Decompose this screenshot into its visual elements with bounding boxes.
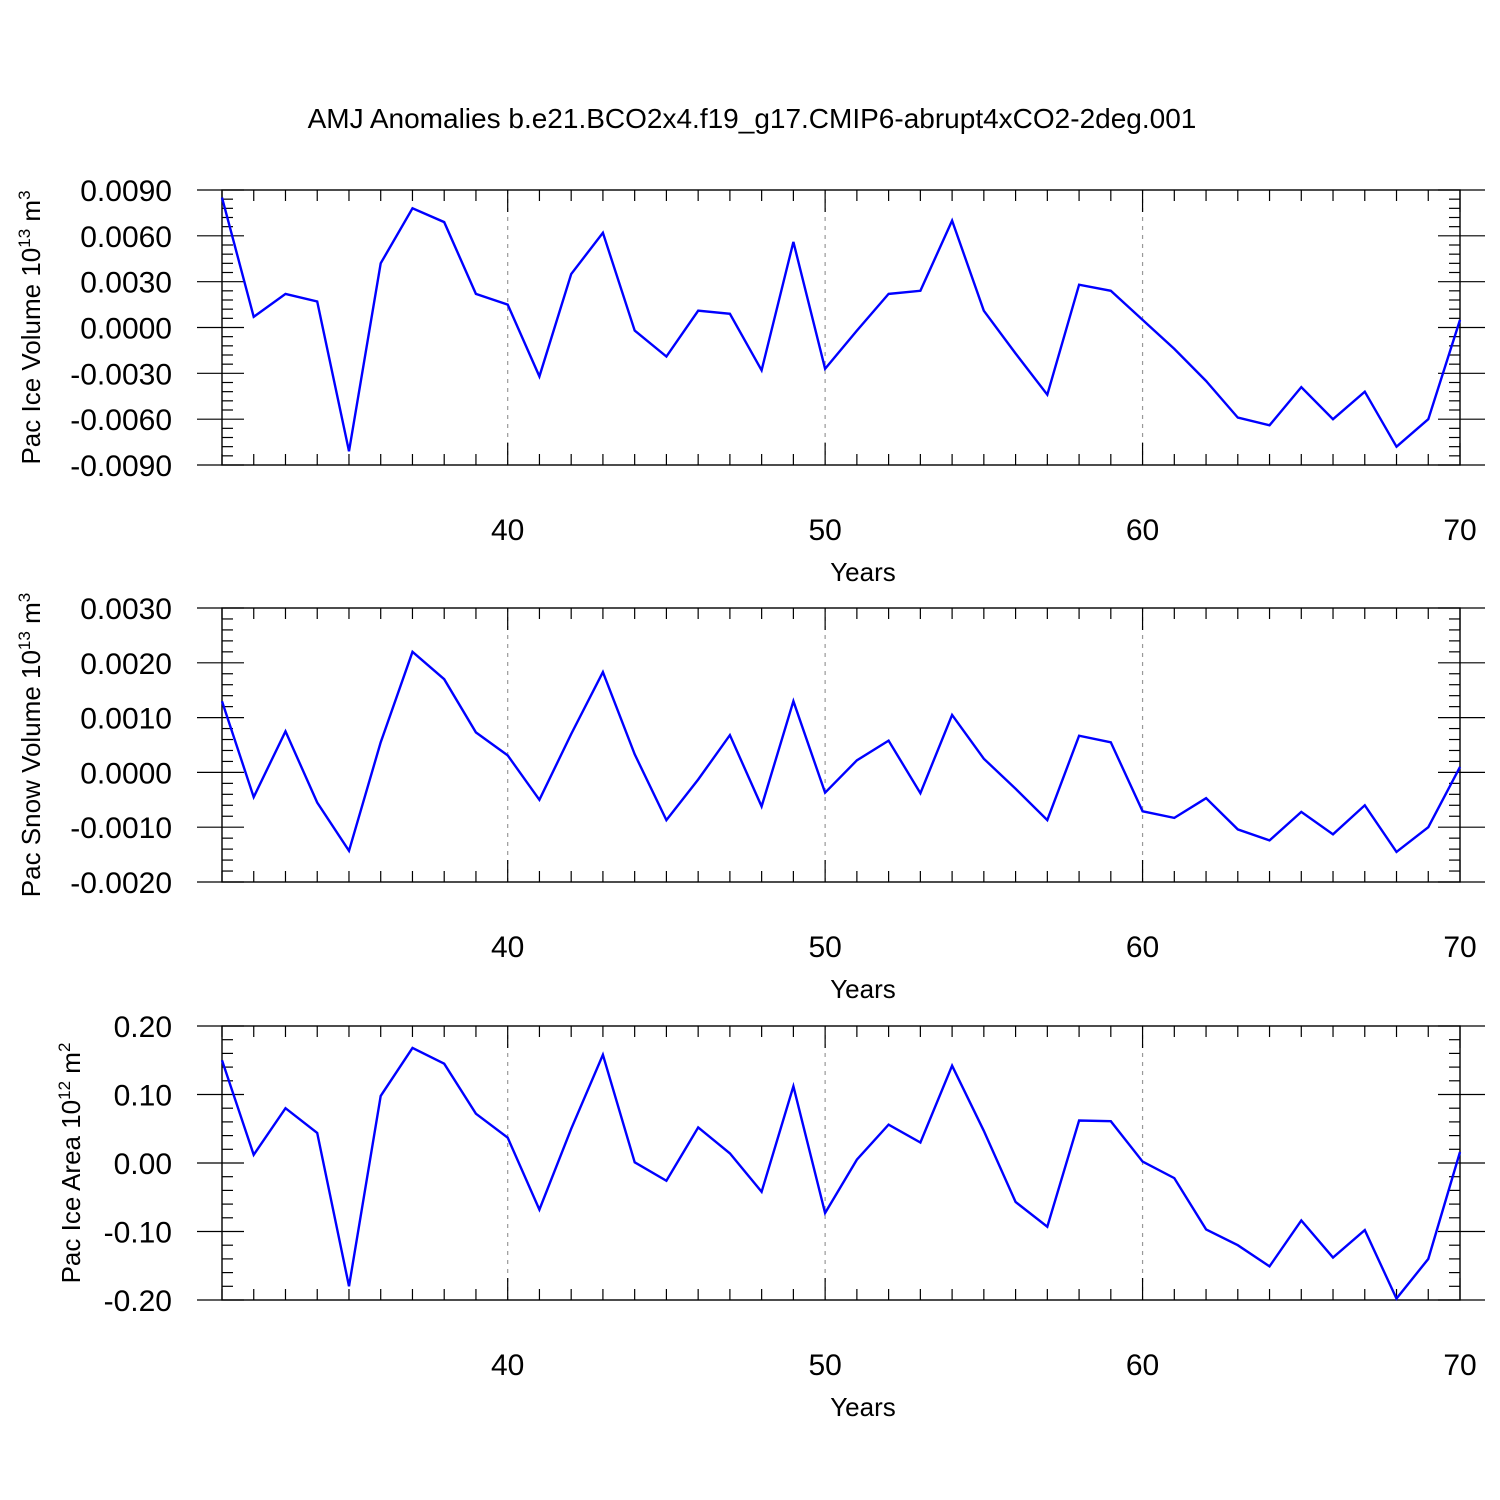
y-tick-label: 0.0060 <box>80 221 172 254</box>
x-tick-label: 70 <box>1443 1349 1476 1382</box>
x-tick-label: 40 <box>491 1349 524 1382</box>
y-tick-label: 0.0030 <box>80 593 172 626</box>
y-tick-label: -0.0060 <box>70 404 172 437</box>
y-tick-label: 0.0000 <box>80 313 172 346</box>
y-tick-label: -0.0020 <box>70 867 172 900</box>
panels: -0.0090-0.0060-0.00300.00000.00300.00600… <box>15 175 1485 1422</box>
x-tick-label: 50 <box>808 1349 841 1382</box>
x-tick-label: 50 <box>808 514 841 547</box>
y-tick-label: 0.0010 <box>80 703 172 736</box>
y-tick-label: -0.20 <box>104 1285 172 1318</box>
series-line <box>220 649 1462 854</box>
x-tick-label: 70 <box>1443 931 1476 964</box>
y-tick-label: 0.10 <box>114 1080 172 1113</box>
y-tick-label: -0.0090 <box>70 450 172 483</box>
plot-frame <box>221 1025 1461 1301</box>
chart-title: AMJ Anomalies b.e21.BCO2x4.f19_g17.CMIP6… <box>308 103 1197 134</box>
y-tick-label: -0.0010 <box>70 812 172 845</box>
series-line <box>220 197 1462 452</box>
x-tick-label: 40 <box>491 931 524 964</box>
series-line <box>220 1046 1462 1301</box>
x-axis-title: Years <box>830 557 896 587</box>
x-tick-label: 40 <box>491 514 524 547</box>
x-axis-title: Years <box>830 974 896 1004</box>
panel-2: -0.0020 -0.0010 0.0000 0.0010 0.0020 0.0030 40… <box>15 593 1485 1004</box>
y-tick-label: 0.0000 <box>80 757 172 790</box>
y-axis-title: Pac Ice Volume 1013 m3 <box>15 190 46 464</box>
y-tick-label: 0.0030 <box>80 267 172 300</box>
y-tick-label: 0.0020 <box>80 648 172 681</box>
y-tick-label: 0.20 <box>114 1011 172 1044</box>
y-tick-label: -0.0030 <box>70 358 172 391</box>
x-tick-label: 70 <box>1443 514 1476 547</box>
y-axis-title: Pac Snow Volume 1013 m3 <box>15 593 46 897</box>
x-axis-title: Years <box>830 1392 896 1422</box>
x-tick-label: 60 <box>1126 1349 1159 1382</box>
y-axis-title: Pac Ice Area 1012 m2 <box>55 1043 86 1284</box>
y-tick-label: 0.0090 <box>80 175 172 208</box>
panel-1: -0.0090 -0.0060 -0.0030 0.0000 0.0030 0.0060 0… <box>15 175 1485 587</box>
x-tick-label: 60 <box>1126 931 1159 964</box>
plot-frame <box>221 607 1461 883</box>
x-tick-label: 50 <box>808 931 841 964</box>
plot-frame <box>221 189 1461 466</box>
panel-3: -0.20 -0.10 0.00 0.10 0.20 40 50 60 70 Years Pac I… <box>55 1011 1485 1422</box>
y-tick-label: 0.00 <box>114 1148 172 1181</box>
y-tick-label: -0.10 <box>104 1217 172 1250</box>
x-tick-label: 60 <box>1126 514 1159 547</box>
